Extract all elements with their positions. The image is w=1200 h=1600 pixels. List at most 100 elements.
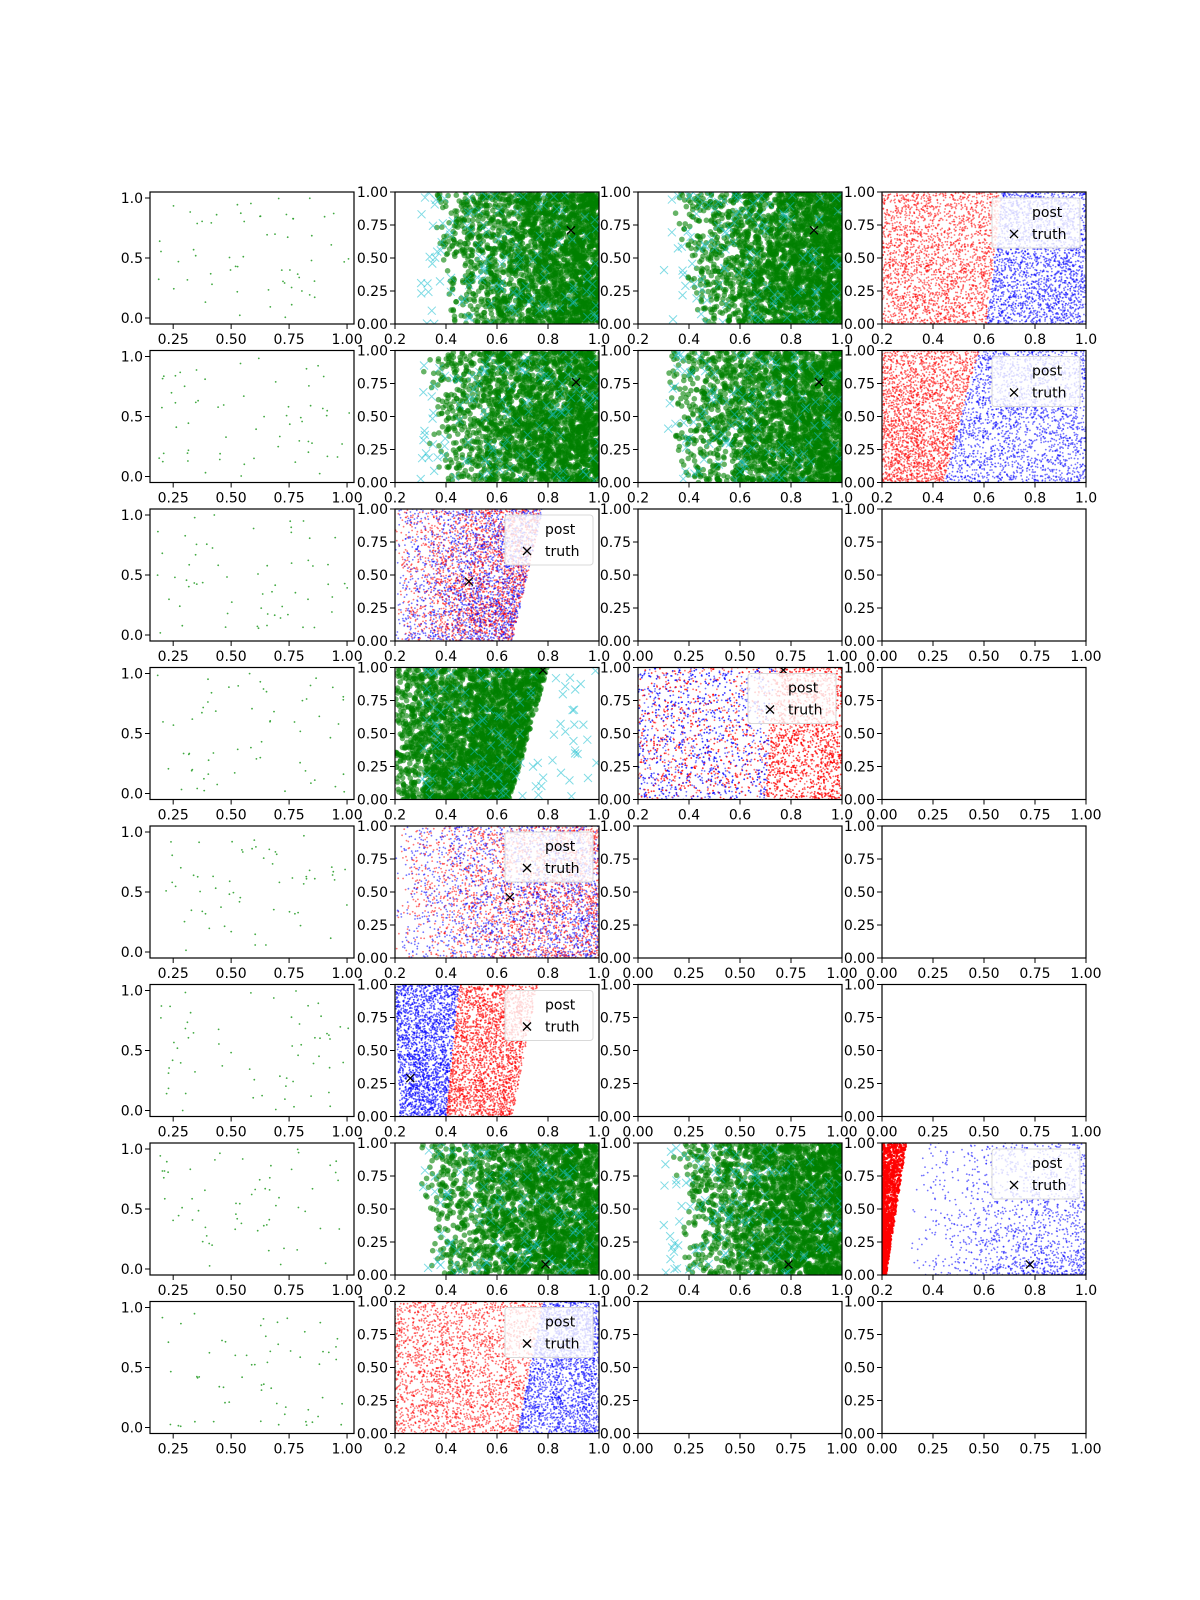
posterior-sample-point	[582, 310, 588, 316]
uniform-sample-point	[311, 260, 313, 262]
posterior-sample-point	[536, 319, 542, 325]
posterior-sample-point	[607, 309, 613, 315]
posterior-sample-point	[581, 195, 587, 201]
posterior-sample-point	[843, 306, 849, 312]
uniform-sample-point	[210, 222, 212, 224]
posterior-sample-point	[602, 305, 608, 311]
y-tick-label: 0.0	[121, 311, 143, 327]
posterior-sample-point	[489, 234, 495, 240]
posterior-sample-point	[851, 208, 857, 214]
posterior-sample-point	[605, 276, 611, 282]
posterior-sample-point	[604, 273, 610, 279]
uniform-sample-point	[309, 197, 311, 199]
posterior-sample-point	[578, 203, 584, 209]
posterior-sample-point	[848, 210, 854, 216]
posterior-sample-point	[846, 242, 852, 248]
posterior-sample-point	[578, 253, 584, 259]
posterior-sample-point	[850, 300, 856, 306]
y-tick-label: 0.50	[357, 251, 388, 267]
posterior-sample-point	[603, 240, 609, 246]
posterior-sample-point	[529, 277, 535, 283]
posterior-sample-point	[845, 211, 851, 217]
posterior-sample-point	[848, 205, 854, 211]
posterior-sample-point	[845, 243, 851, 249]
posterior-sample-point	[847, 274, 853, 280]
posterior-sample-point	[600, 276, 606, 282]
posterior-sample-point	[497, 245, 503, 251]
posterior-sample-point	[600, 243, 606, 249]
x-tick-label: 0.75	[274, 332, 305, 348]
posterior-sample-point	[600, 206, 606, 212]
posterior-sample-point	[511, 236, 517, 242]
posterior-sample-point	[603, 269, 609, 275]
posterior-sample-point	[604, 305, 610, 311]
posterior-sample-point	[550, 263, 556, 269]
uniform-sample-point	[230, 269, 232, 271]
posterior-sample-point	[531, 236, 537, 242]
posterior-sample-point	[848, 306, 854, 312]
posterior-sample-point	[846, 277, 852, 283]
posterior-sample-point	[543, 221, 549, 227]
posterior-sample-point	[850, 275, 856, 281]
posterior-sample-point	[601, 302, 607, 308]
posterior-sample-point	[599, 268, 605, 274]
posterior-sample-point	[599, 241, 605, 247]
posterior-sample-point	[500, 317, 506, 323]
posterior-sample-point	[584, 262, 590, 268]
posterior-sample-point	[692, 252, 698, 258]
posterior-sample-point	[607, 210, 613, 216]
posterior-sample-point	[556, 316, 562, 322]
posterior-sample-point	[555, 229, 561, 235]
posterior-sample-point	[605, 205, 611, 211]
posterior-sample-point	[852, 243, 858, 249]
uniform-sample-point	[216, 214, 218, 216]
uniform-sample-point	[324, 216, 326, 218]
posterior-sample-point	[573, 218, 579, 224]
posterior-sample-point	[673, 210, 679, 216]
posterior-sample-point	[565, 261, 571, 267]
posterior-sample-point	[765, 273, 771, 279]
posterior-sample-point	[850, 211, 856, 217]
posterior-sample-point	[550, 240, 556, 246]
posterior-sample-point	[480, 216, 486, 222]
posterior-sample-point	[842, 243, 848, 249]
posterior-sample-point	[609, 204, 615, 210]
uniform-sample-point	[291, 287, 293, 289]
posterior-sample-point	[605, 212, 611, 218]
posterior-sample-point	[574, 213, 580, 219]
posterior-sample-point	[602, 272, 608, 278]
posterior-sample-point	[846, 240, 852, 246]
posterior-sample-point	[462, 241, 468, 247]
x-tick-label: 0.50	[216, 332, 247, 348]
posterior-sample-point	[459, 223, 465, 229]
posterior-sample-point	[527, 212, 533, 218]
posterior-sample-point	[605, 274, 611, 280]
posterior-sample-point	[600, 305, 606, 311]
posterior-sample-point	[579, 222, 585, 228]
posterior-sample-point	[602, 236, 608, 242]
posterior-sample-point	[851, 277, 857, 283]
reference-cross	[417, 289, 425, 297]
posterior-sample-point	[485, 211, 491, 217]
reference-cross	[418, 210, 426, 218]
uniform-sample-point	[193, 249, 195, 251]
posterior-sample-point	[607, 278, 613, 284]
posterior-sample-point	[517, 301, 523, 307]
posterior-sample-point	[589, 192, 595, 198]
posterior-sample-point	[461, 217, 467, 223]
posterior-sample-point	[800, 218, 806, 224]
posterior-sample-point	[849, 277, 855, 283]
posterior-sample-point	[846, 300, 852, 306]
posterior-sample-point	[844, 272, 850, 278]
posterior-sample-point	[604, 207, 610, 213]
posterior-sample-point	[847, 236, 853, 242]
posterior-sample-point	[440, 205, 446, 211]
posterior-sample-point	[476, 242, 482, 248]
posterior-sample-point	[441, 257, 447, 263]
uniform-sample-point	[292, 218, 294, 220]
posterior-sample-point	[546, 317, 552, 323]
uniform-sample-point	[242, 256, 244, 258]
posterior-sample-point	[575, 237, 581, 243]
posterior-sample-point	[769, 203, 775, 209]
posterior-sample-point	[608, 201, 614, 207]
